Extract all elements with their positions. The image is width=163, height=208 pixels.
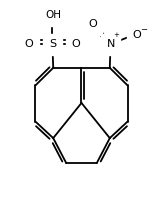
Text: S: S [49,39,56,49]
Text: O: O [24,39,33,49]
Text: O: O [88,19,97,29]
Text: O: O [132,30,141,40]
Text: +: + [113,32,119,38]
Text: O: O [72,39,81,49]
Text: OH: OH [45,10,61,20]
Text: N: N [106,39,115,49]
Text: −: − [140,25,147,34]
